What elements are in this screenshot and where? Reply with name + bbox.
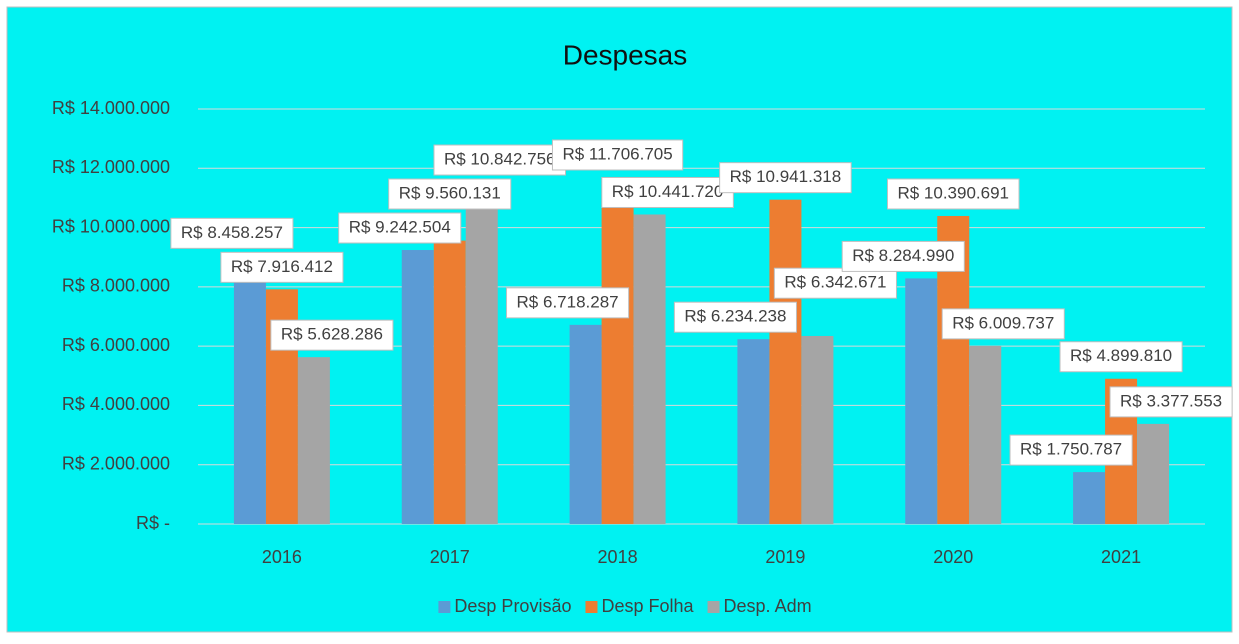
data-label-text: R$ 9.560.131 bbox=[399, 184, 501, 203]
data-label-text: R$ 6.342.671 bbox=[784, 273, 886, 292]
data-label-box bbox=[601, 176, 734, 208]
data-label-box bbox=[270, 319, 394, 351]
data-label-text: R$ 10.941.318 bbox=[730, 167, 842, 186]
data-label: R$ 5.628.286 bbox=[270, 319, 394, 351]
legend-label: Desp Provisão bbox=[454, 596, 571, 616]
data-label: R$ 7.916.412 bbox=[220, 251, 344, 283]
bar bbox=[737, 339, 770, 524]
legend-label: Desp Folha bbox=[601, 596, 694, 616]
data-label-text: R$ 7.916.412 bbox=[231, 257, 333, 276]
legend-label: Desp. Adm bbox=[724, 596, 812, 616]
data-label: R$ 8.284.990 bbox=[841, 240, 965, 272]
data-label-text: R$ 5.628.286 bbox=[281, 325, 383, 344]
data-label-box bbox=[719, 162, 852, 194]
data-label-box bbox=[433, 144, 567, 176]
data-label-box bbox=[673, 301, 797, 333]
y-tick-label: R$ - bbox=[136, 513, 170, 533]
data-label-text: R$ 6.009.737 bbox=[952, 313, 1054, 332]
data-label: R$ 10.842.756 bbox=[433, 144, 567, 176]
bar bbox=[601, 176, 634, 525]
bar bbox=[297, 357, 330, 524]
data-label-box bbox=[886, 178, 1020, 210]
data-label: R$ 9.560.131 bbox=[388, 178, 512, 210]
bar bbox=[433, 240, 466, 524]
data-label-box bbox=[388, 178, 512, 210]
y-tick-label: R$ 2.000.000 bbox=[62, 453, 170, 473]
bar bbox=[633, 214, 666, 524]
data-label: R$ 9.242.504 bbox=[338, 212, 462, 244]
data-label: R$ 6.718.287 bbox=[506, 287, 630, 319]
data-label-text: R$ 8.458.257 bbox=[181, 223, 283, 242]
data-label-text: R$ 11.706.705 bbox=[562, 144, 672, 163]
data-label: R$ 1.750.787 bbox=[1009, 434, 1133, 466]
bar bbox=[905, 278, 938, 524]
y-tick-label: R$ 6.000.000 bbox=[62, 335, 170, 355]
data-label-box bbox=[1009, 434, 1133, 466]
data-label-box bbox=[506, 287, 630, 319]
data-label: R$ 10.390.691 bbox=[886, 178, 1020, 210]
bar bbox=[801, 335, 834, 524]
bar bbox=[1137, 423, 1170, 524]
data-label-text: R$ 6.718.287 bbox=[517, 292, 619, 311]
x-tick-label: 2018 bbox=[598, 547, 638, 567]
y-tick-label: R$ 14.000.000 bbox=[52, 98, 170, 118]
data-label-text: R$ 10.390.691 bbox=[897, 183, 1009, 202]
legend-swatch bbox=[585, 601, 598, 613]
data-label-box bbox=[1109, 386, 1233, 418]
data-label-box bbox=[338, 212, 462, 244]
bar bbox=[465, 202, 498, 525]
data-label: R$ 3.377.553 bbox=[1109, 386, 1233, 418]
chart-title: Despesas bbox=[563, 39, 688, 70]
data-label-box bbox=[1059, 341, 1183, 373]
x-tick-label: 2020 bbox=[933, 547, 973, 567]
y-tick-label: R$ 10.000.000 bbox=[52, 216, 170, 236]
data-label: R$ 6.009.737 bbox=[941, 308, 1065, 340]
y-tick-label: R$ 4.000.000 bbox=[62, 394, 170, 414]
data-label: R$ 10.441.720 bbox=[601, 176, 734, 208]
x-tick-label: 2021 bbox=[1101, 547, 1141, 567]
data-label-text: R$ 1.750.787 bbox=[1020, 440, 1122, 459]
bar bbox=[401, 250, 434, 525]
data-label-box bbox=[220, 251, 344, 283]
data-label: R$ 8.458.257 bbox=[170, 217, 294, 249]
data-label: R$ 4.899.810 bbox=[1059, 341, 1183, 373]
data-label: R$ 11.706.705 bbox=[551, 139, 684, 171]
x-tick-label: 2017 bbox=[430, 547, 470, 567]
data-label-text: R$ 3.377.553 bbox=[1120, 391, 1222, 410]
data-label-text: R$ 4.899.810 bbox=[1070, 346, 1172, 365]
data-label-box bbox=[170, 217, 294, 249]
legend: Desp Provisão Desp Folha Desp. Adm bbox=[438, 596, 812, 616]
y-tick-label: R$ 8.000.000 bbox=[62, 276, 170, 296]
legend-swatch bbox=[438, 601, 451, 613]
data-label-text: R$ 10.441.720 bbox=[612, 182, 724, 201]
data-label-text: R$ 8.284.990 bbox=[852, 246, 954, 265]
legend-swatch bbox=[707, 601, 720, 613]
data-label-box bbox=[773, 267, 897, 299]
bar bbox=[233, 273, 266, 524]
data-label-text: R$ 6.234.238 bbox=[684, 307, 786, 326]
bar bbox=[1073, 472, 1106, 524]
x-tick-label: 2016 bbox=[262, 547, 302, 567]
data-label-text: R$ 9.242.504 bbox=[349, 218, 451, 237]
y-tick-label: R$ 12.000.000 bbox=[52, 157, 170, 177]
bar bbox=[569, 324, 602, 524]
data-label-text: R$ 10.842.756 bbox=[444, 150, 556, 169]
bar bbox=[769, 199, 802, 524]
data-label: R$ 10.941.318 bbox=[719, 162, 852, 194]
data-label: R$ 6.234.238 bbox=[673, 301, 797, 333]
data-label: R$ 6.342.671 bbox=[773, 267, 897, 299]
data-label-box bbox=[841, 240, 965, 272]
bar bbox=[969, 345, 1002, 524]
data-label-box bbox=[551, 139, 684, 171]
data-label-box bbox=[941, 308, 1065, 340]
x-tick-label: 2019 bbox=[765, 547, 805, 567]
